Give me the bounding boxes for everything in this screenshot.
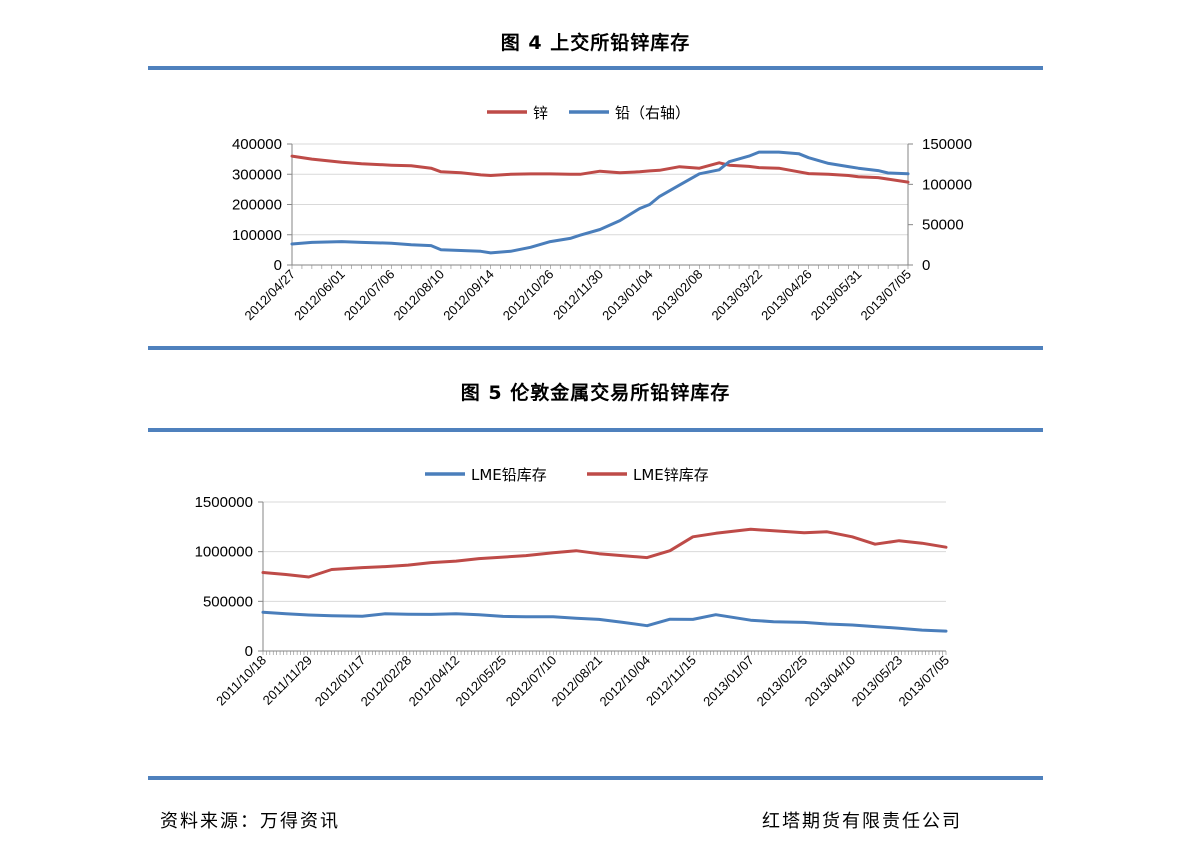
- figure5-bottom-rule: [148, 776, 1043, 780]
- y2-tick-label: 0: [922, 257, 930, 274]
- legend-label-1: LME锌库存: [633, 466, 709, 484]
- y-tick-label: 0: [245, 643, 253, 660]
- y-tick-label: 500000: [203, 593, 253, 610]
- footer-company: 红塔期货有限责任公司: [762, 811, 962, 832]
- y-tick-label: 0: [274, 257, 282, 274]
- series-line-0: [261, 610, 948, 633]
- x-tick-label: 2013/03/22: [708, 267, 765, 324]
- x-tick-label: 2013/04/26: [758, 267, 815, 324]
- y-tick-label: 1500000: [195, 494, 253, 511]
- x-tick-label: 2012/07/06: [341, 267, 398, 324]
- legend-label-1: 铅（右轴）: [615, 104, 690, 122]
- x-tick-label: 2013/01/07: [700, 653, 757, 710]
- x-tick-label: 2013/07/05: [857, 267, 914, 324]
- x-tick-label: 2013/05/31: [808, 267, 865, 324]
- x-tick-label: 2012/05/25: [453, 653, 510, 710]
- figure5-title: 图 5 伦敦金属交易所铅锌库存: [460, 382, 731, 404]
- y-tick-label: 100000: [232, 227, 282, 244]
- legend-label-0: LME铅库存: [471, 466, 547, 484]
- y-tick-label: 300000: [232, 166, 282, 183]
- y2-tick-label: 50000: [922, 217, 964, 234]
- legend-label-0: 锌: [533, 104, 548, 122]
- x-tick-label: 2012/11/15: [643, 653, 699, 709]
- y-tick-label: 400000: [232, 136, 282, 153]
- y-tick-label: 1000000: [195, 544, 253, 561]
- lme-lead-zinc-chart: 0 500000 1000000 1500000 2011/10/182011/11/2…: [195, 466, 953, 709]
- x-tick-label: 2012/09/14: [440, 267, 497, 324]
- series-line-0: [290, 154, 910, 184]
- x-tick-label: 2013/07/05: [895, 653, 952, 710]
- y2-tick-label: 100000: [922, 176, 972, 193]
- series-line-1: [261, 527, 948, 579]
- y-tick-label: 200000: [232, 197, 282, 214]
- x-tick-label: 2012/06/01: [291, 267, 348, 324]
- footer-source: 资料来源：万得资讯: [160, 811, 340, 832]
- x-tick-label: 2012/11/30: [550, 267, 606, 323]
- x-tick-label: 2011/11/29: [260, 653, 315, 708]
- x-tick-label: 2012/08/10: [391, 267, 448, 324]
- x-tick-label: 2011/10/18: [213, 653, 269, 709]
- figure4-title: 图 4 上交所铅锌库存: [500, 32, 691, 54]
- x-tick-label: 2013/02/25: [754, 653, 811, 710]
- shfe-lead-zinc-chart: 0 100000 200000 300000 400000 0 50000 100000 150…: [232, 104, 972, 323]
- x-tick-label: 2012/10/26: [500, 267, 557, 324]
- series-line-1: [290, 150, 910, 255]
- figure5-top-rule: [148, 428, 1043, 432]
- y2-tick-label: 150000: [922, 136, 972, 153]
- figure4-bottom-rule: [148, 346, 1043, 350]
- x-tick-label: 2013/01/04: [599, 267, 656, 324]
- x-tick-label: 2012/04/27: [241, 267, 298, 324]
- x-tick-label: 2013/02/08: [649, 267, 706, 324]
- figure4-top-rule: [148, 66, 1043, 70]
